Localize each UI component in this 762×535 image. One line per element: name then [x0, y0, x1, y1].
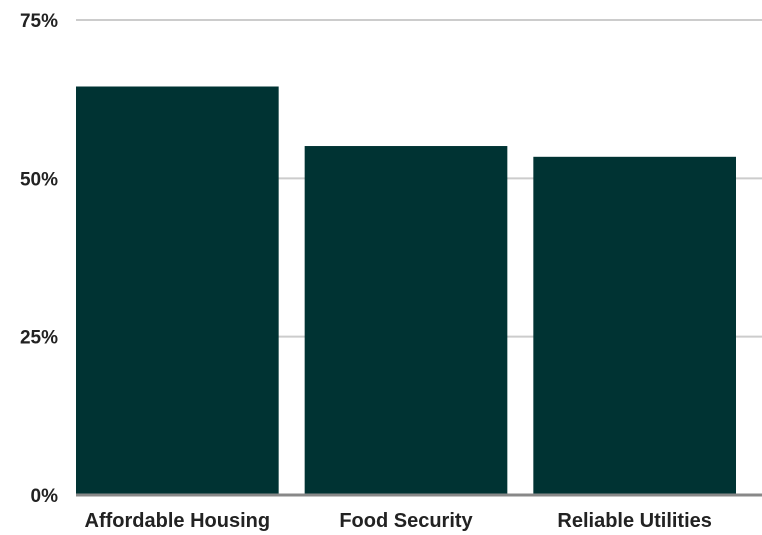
y-tick-label: 0% — [31, 486, 59, 507]
x-category-label: Food Security — [339, 510, 473, 532]
y-tick-label: 50% — [20, 169, 58, 190]
bar-reliable-utilities — [533, 156, 736, 496]
x-axis-category-labels: Affordable Housing Food Security Reliable … — [85, 510, 712, 532]
x-category-label: Reliable Utilities — [557, 510, 712, 532]
x-category-label: Affordable Housing — [85, 510, 271, 532]
y-tick-label: 75% — [20, 11, 58, 32]
bars — [76, 86, 736, 496]
bar-affordable-housing — [76, 86, 279, 495]
bar-food-security — [304, 146, 508, 496]
y-tick-label: 25% — [20, 328, 58, 349]
y-axis-tick-labels: 0% 25% 50% 75% — [20, 11, 58, 507]
